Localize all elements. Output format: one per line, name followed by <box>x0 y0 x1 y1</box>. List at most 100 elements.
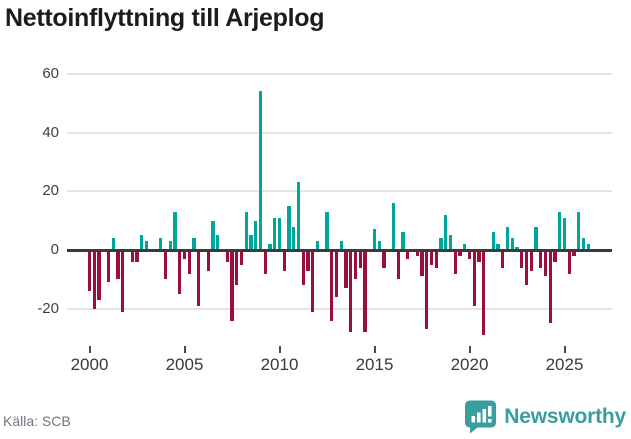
bar-2011-Q2 <box>301 250 305 286</box>
x-tick-2025 <box>563 346 566 353</box>
bar-2007-Q3 <box>230 250 234 321</box>
bar-2019-Q3 <box>458 250 462 256</box>
bar-2023-Q4 <box>539 250 543 268</box>
gridline-y-60 <box>67 72 612 75</box>
bar-2026-Q2 <box>586 244 590 250</box>
bar-2004-Q1 <box>163 250 168 280</box>
bar-2004-Q2 <box>168 241 172 250</box>
bar-2005-Q3 <box>192 238 196 250</box>
bar-2016-Q3 <box>401 232 405 250</box>
bar-2010-Q1 <box>277 217 282 250</box>
bar-2012-Q1 <box>315 241 320 250</box>
bar-2006-Q4 <box>216 235 220 250</box>
y-axis-label-0: 0 <box>50 241 59 258</box>
bar-2018-Q3 <box>439 238 443 250</box>
bar-2018-Q4 <box>444 214 448 250</box>
bar-2005-Q2 <box>187 250 191 274</box>
x-axis-label-2015: 2015 <box>355 355 394 374</box>
bar-2021-Q2 <box>491 232 495 250</box>
bar-2016-Q4 <box>406 250 410 259</box>
bar-2010-Q3 <box>287 205 291 250</box>
bar-2023-Q2 <box>529 250 533 271</box>
bar-2016-Q1 <box>391 203 396 250</box>
bar-2022-Q2 <box>510 238 514 250</box>
bar-2024-Q1 <box>543 250 548 277</box>
bar-2011-Q3 <box>306 250 310 271</box>
newsworthy-speech-bubble-chart-icon <box>464 399 497 435</box>
bar-2007-Q2 <box>225 250 229 262</box>
bar-2007-Q4 <box>235 250 239 286</box>
x-tick-2020 <box>468 346 471 353</box>
bar-2025-Q1 <box>562 217 567 250</box>
bar-2017-Q3 <box>420 250 424 277</box>
bar-2014-Q2 <box>358 250 362 268</box>
bar-2012-Q4 <box>330 250 334 321</box>
bar-2017-Q2 <box>415 250 419 256</box>
bar-2002-Q3 <box>135 250 139 262</box>
bar-2011-Q4 <box>311 250 315 312</box>
y-axis-label-60: 60 <box>42 64 59 82</box>
bar-2001-Q2 <box>111 238 115 250</box>
bar-2009-Q3 <box>268 244 272 250</box>
bar-2000-Q1 <box>87 250 92 292</box>
bar-2013-Q1 <box>334 250 339 297</box>
bar-2008-Q3 <box>249 235 253 250</box>
bar-2020-Q2 <box>472 250 476 306</box>
bar-2020-Q1 <box>467 250 472 259</box>
bar-2002-Q4 <box>140 235 144 250</box>
bar-2018-Q2 <box>434 250 438 268</box>
bar-2013-Q3 <box>344 250 348 289</box>
bar-2020-Q4 <box>482 250 486 336</box>
bar-2011-Q1 <box>296 182 301 250</box>
bar-2009-Q2 <box>263 250 267 274</box>
bar-2008-Q2 <box>244 211 248 250</box>
bar-2025-Q4 <box>577 211 581 250</box>
bar-2003-Q4 <box>159 238 163 250</box>
bar-2006-Q3 <box>211 220 215 250</box>
x-tick-2005 <box>183 346 186 353</box>
bar-2010-Q2 <box>282 250 286 271</box>
bar-2010-Q4 <box>292 226 296 250</box>
gridline-y-20 <box>67 190 612 193</box>
bar-2014-Q3 <box>363 250 367 333</box>
bar-2022-Q4 <box>520 250 524 268</box>
bar-2005-Q1 <box>182 250 187 259</box>
bar-2008-Q1 <box>239 250 244 265</box>
bar-2019-Q1 <box>448 235 453 250</box>
bar-2021-Q3 <box>496 244 500 250</box>
bar-2022-Q1 <box>505 226 510 250</box>
newsworthy-logo[interactable]: Newsworthy <box>464 399 626 435</box>
bar-2003-Q1 <box>144 241 149 250</box>
x-axis-label-2025: 2025 <box>545 355 584 374</box>
x-axis-label-2000: 2000 <box>70 355 109 374</box>
bar-2016-Q2 <box>396 250 400 280</box>
bar-2026-Q1 <box>581 238 586 250</box>
bar-2015-Q2 <box>377 241 381 250</box>
bar-2006-Q2 <box>206 250 210 271</box>
source-label: Källa: SCB <box>3 413 71 429</box>
bar-2004-Q3 <box>173 211 177 250</box>
newsworthy-wordmark: Newsworthy <box>504 405 626 428</box>
bar-2024-Q3 <box>553 250 557 262</box>
gridline-y--20 <box>67 307 612 310</box>
bar-2023-Q1 <box>524 250 529 286</box>
bar-2001-Q4 <box>121 250 125 312</box>
x-tick-2015 <box>373 346 376 353</box>
bar-2024-Q4 <box>558 211 562 250</box>
bar-2001-Q3 <box>116 250 120 280</box>
x-axis-label-2010: 2010 <box>260 355 299 374</box>
bar-2004-Q4 <box>178 250 182 295</box>
bar-2024-Q2 <box>548 250 552 324</box>
gridline-y-40 <box>67 131 612 134</box>
bar-2013-Q2 <box>339 241 343 250</box>
plot-area: 60 40 20 0 -20 2000 2005 2010 2015 2020 2025 <box>0 60 631 374</box>
zero-axis-line <box>67 248 612 252</box>
y-axis-label-40: 40 <box>42 123 59 141</box>
bar-2001-Q1 <box>106 250 111 283</box>
bar-2005-Q4 <box>197 250 201 306</box>
bar-2015-Q3 <box>382 250 386 268</box>
bar-2000-Q2 <box>92 250 96 309</box>
bar-2009-Q4 <box>273 217 277 250</box>
bar-2018-Q1 <box>429 250 434 265</box>
bar-2021-Q4 <box>501 250 505 268</box>
